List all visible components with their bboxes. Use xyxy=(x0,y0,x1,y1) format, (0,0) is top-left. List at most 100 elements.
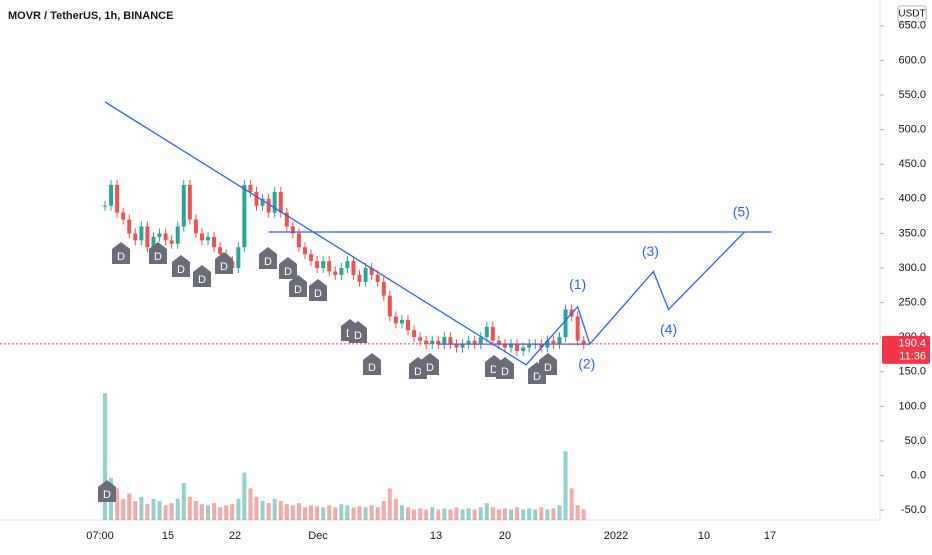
candle-body xyxy=(139,226,144,241)
volume-bar xyxy=(375,507,380,520)
time-label: 13 xyxy=(430,530,442,542)
badge-text: D xyxy=(354,330,362,342)
volume-bar xyxy=(466,508,471,520)
candle-body xyxy=(133,233,138,241)
volume-bar xyxy=(527,508,532,520)
volume-bar xyxy=(193,501,198,520)
candle-body xyxy=(581,340,586,345)
volume-bar xyxy=(218,507,223,520)
volume-bar xyxy=(272,498,277,520)
candle-body xyxy=(315,261,320,268)
wave-label: (3) xyxy=(642,243,659,259)
candle-body xyxy=(351,261,356,275)
volume-bar xyxy=(321,507,326,520)
candle-body xyxy=(278,191,283,213)
volume-bar xyxy=(206,505,211,520)
volume-bar xyxy=(175,498,180,520)
candle-body xyxy=(484,326,489,338)
price-label: 100.0 xyxy=(898,400,926,412)
candle-body xyxy=(496,340,501,345)
dividend-badge xyxy=(349,321,367,343)
candle-body xyxy=(418,337,423,341)
volume-bar xyxy=(454,507,459,520)
candle-body xyxy=(266,198,271,213)
volume-bar xyxy=(163,505,168,520)
volume-bar xyxy=(496,509,501,520)
dividend-badge xyxy=(363,353,381,375)
volume-bar xyxy=(484,503,489,520)
dividend-badge xyxy=(279,257,297,279)
price-label: 350.0 xyxy=(898,227,926,239)
volume-bar xyxy=(169,503,174,520)
wave-label: (5) xyxy=(733,203,750,219)
price-label: 600.0 xyxy=(898,54,926,66)
volume-bar xyxy=(121,498,126,520)
badge-text: D xyxy=(368,362,376,374)
volume-bar xyxy=(430,507,435,520)
time-label: 10 xyxy=(698,530,710,542)
candle-body xyxy=(272,191,277,213)
volume-bar xyxy=(412,509,417,520)
price-label: 0.0 xyxy=(911,469,926,481)
volume-bar xyxy=(157,501,162,520)
volume-bar xyxy=(545,509,550,520)
candle-body xyxy=(575,316,580,341)
time-label: 17 xyxy=(764,530,776,542)
time-label: 2022 xyxy=(604,530,628,542)
volume-bar xyxy=(551,508,556,520)
candle-body xyxy=(254,191,259,206)
volume-bar xyxy=(490,507,495,520)
badge-text: D xyxy=(103,489,111,501)
volume-bar xyxy=(418,508,423,520)
time-label: Dec xyxy=(308,530,328,542)
candle-body xyxy=(248,184,253,192)
dividend-badge xyxy=(98,480,116,502)
candle-body xyxy=(387,295,392,317)
volume-bar xyxy=(539,507,544,520)
dividend-badge xyxy=(539,353,557,375)
volume-bar xyxy=(448,509,453,520)
candle-body xyxy=(193,219,198,234)
candle-body xyxy=(163,233,168,241)
volume-bar xyxy=(345,505,350,520)
time-label: 15 xyxy=(162,530,174,542)
price-label: 300.0 xyxy=(898,262,926,274)
last-price-tag xyxy=(882,335,930,364)
candle-body xyxy=(339,268,344,275)
badge-text: D xyxy=(177,264,185,276)
volume-bar xyxy=(521,509,526,520)
volume-bar xyxy=(581,509,586,520)
candle-body xyxy=(490,326,495,341)
candle-body xyxy=(236,247,241,268)
badge-text: D xyxy=(284,266,292,278)
volume-bar xyxy=(260,501,265,520)
candle-body xyxy=(127,219,132,234)
time-label: 20 xyxy=(499,530,511,542)
wave-label: (4) xyxy=(660,321,677,337)
volume-bar xyxy=(145,504,150,520)
currency: USDT xyxy=(898,9,925,20)
volume-bar xyxy=(502,508,507,520)
candle-body xyxy=(472,340,477,345)
candle-body xyxy=(369,268,374,275)
wave-label: (1) xyxy=(569,276,586,292)
candle-body xyxy=(430,340,435,345)
candle-body xyxy=(109,184,114,206)
symbol-title: MOVR / TetherUS, 1h, BINANCE xyxy=(8,10,173,22)
candle-body xyxy=(199,233,204,241)
badge-text: D xyxy=(117,251,125,263)
volume-bar xyxy=(309,505,314,520)
volume-bar xyxy=(569,488,574,520)
candle-body xyxy=(121,212,126,220)
badge-text: D xyxy=(220,261,228,273)
volume-bar xyxy=(278,501,283,520)
volume-bar xyxy=(399,505,404,520)
volume-bar xyxy=(363,507,368,520)
wave-label: (2) xyxy=(578,356,595,372)
currency-box[interactable] xyxy=(897,5,927,23)
candle-body xyxy=(115,184,120,213)
candle-body xyxy=(521,347,526,352)
candle-body xyxy=(145,226,150,248)
candle-body xyxy=(284,212,289,227)
